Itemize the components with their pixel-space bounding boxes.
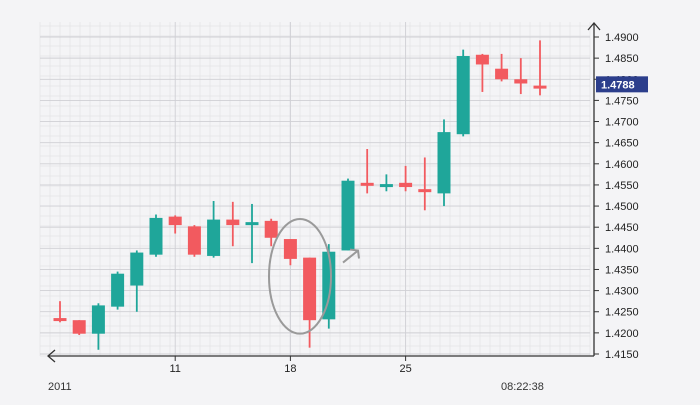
highlight-ellipse [268, 218, 332, 335]
candle-body [399, 182, 413, 188]
candle-up [456, 49, 470, 137]
highlight-annotation [268, 218, 360, 335]
candle-body [418, 189, 432, 193]
x-tick-label: 11 [169, 363, 180, 375]
candle-body [91, 305, 105, 334]
candle-body [437, 132, 451, 194]
candle-down [495, 53, 509, 82]
candle-body [283, 239, 297, 259]
candle-down [360, 149, 374, 194]
x-tick-label: 18 [284, 363, 296, 375]
candle-body [130, 252, 144, 286]
candle-body [149, 217, 163, 255]
candle-down [533, 40, 547, 96]
y-tick-label: 1.4300 [605, 286, 639, 298]
candle-down [303, 257, 317, 348]
candle-body [495, 68, 509, 80]
candle-body [475, 54, 489, 65]
candle-body [341, 180, 355, 251]
candle-up [149, 214, 163, 257]
candle-body [456, 56, 470, 135]
candle-up [245, 203, 259, 264]
candle-body [533, 85, 547, 89]
x-axis-ticks: 11 18 25 [169, 356, 412, 375]
y-tick-label: 1.4850 [605, 53, 639, 65]
x-tick-label: 25 [399, 363, 411, 375]
y-tick-label: 1.4250 [605, 307, 639, 319]
candle-body [322, 251, 336, 320]
candle-down [226, 201, 240, 247]
candle-body [514, 79, 528, 84]
y-tick-label: 1.4600 [605, 159, 639, 171]
candle-body [207, 219, 221, 256]
candle-down [72, 320, 86, 335]
price-tag-box [596, 76, 648, 93]
candle-down [264, 218, 278, 247]
candle-body [303, 257, 317, 321]
y-tick-label: 1.4400 [605, 243, 639, 255]
time-label: 08:22:38 [501, 381, 544, 393]
candle-body [379, 184, 393, 188]
y-tick-label: 1.4450 [605, 222, 639, 234]
candle-body [360, 182, 374, 186]
candle-up [91, 303, 105, 350]
y-tick-label: 1.4900 [605, 32, 639, 44]
y-tick-label: 1.4650 [605, 138, 639, 150]
candle-down [399, 165, 413, 192]
candles-group [53, 40, 547, 350]
price-tag-label: 1.4788 [601, 79, 635, 91]
candle-down [475, 53, 489, 92]
candle-up [341, 178, 355, 251]
candle-up [437, 119, 451, 207]
current-price-tag: 1.4788 [596, 76, 648, 93]
trend-arrow-shaft [342, 249, 359, 264]
y-tick-label: 1.4150 [605, 349, 639, 361]
y-tick-label: 1.4500 [605, 201, 639, 213]
minor-grid [39, 22, 591, 357]
candle-up [130, 250, 144, 312]
y-tick-label: 1.4750 [605, 95, 639, 107]
y-tick-label: 1.4700 [605, 117, 639, 129]
start-date-label: 2011 [48, 381, 72, 393]
candle-up [207, 200, 221, 258]
candle-down [283, 239, 297, 266]
candle-body [245, 222, 259, 226]
candle-down [187, 225, 201, 257]
candle-body [72, 320, 86, 334]
candle-body [187, 226, 201, 255]
arrow-icon [349, 248, 360, 259]
x-axis-arrow-icon [47, 349, 56, 363]
candle-up [379, 174, 393, 192]
candle-body [168, 216, 182, 226]
y-tick-label: 1.4350 [605, 264, 639, 276]
candle-body [264, 220, 278, 238]
candle-down [514, 58, 528, 95]
candle-down [418, 157, 432, 211]
candle-up [111, 271, 125, 310]
candle-body [111, 273, 125, 307]
y-axis-arrow-icon [587, 22, 601, 31]
candle-down [53, 301, 67, 323]
y-tick-label: 1.4550 [605, 180, 639, 192]
candle-body [53, 318, 67, 322]
candle-body [226, 219, 240, 226]
candle-down [168, 215, 182, 234]
y-tick-label: 1.4200 [605, 328, 639, 340]
